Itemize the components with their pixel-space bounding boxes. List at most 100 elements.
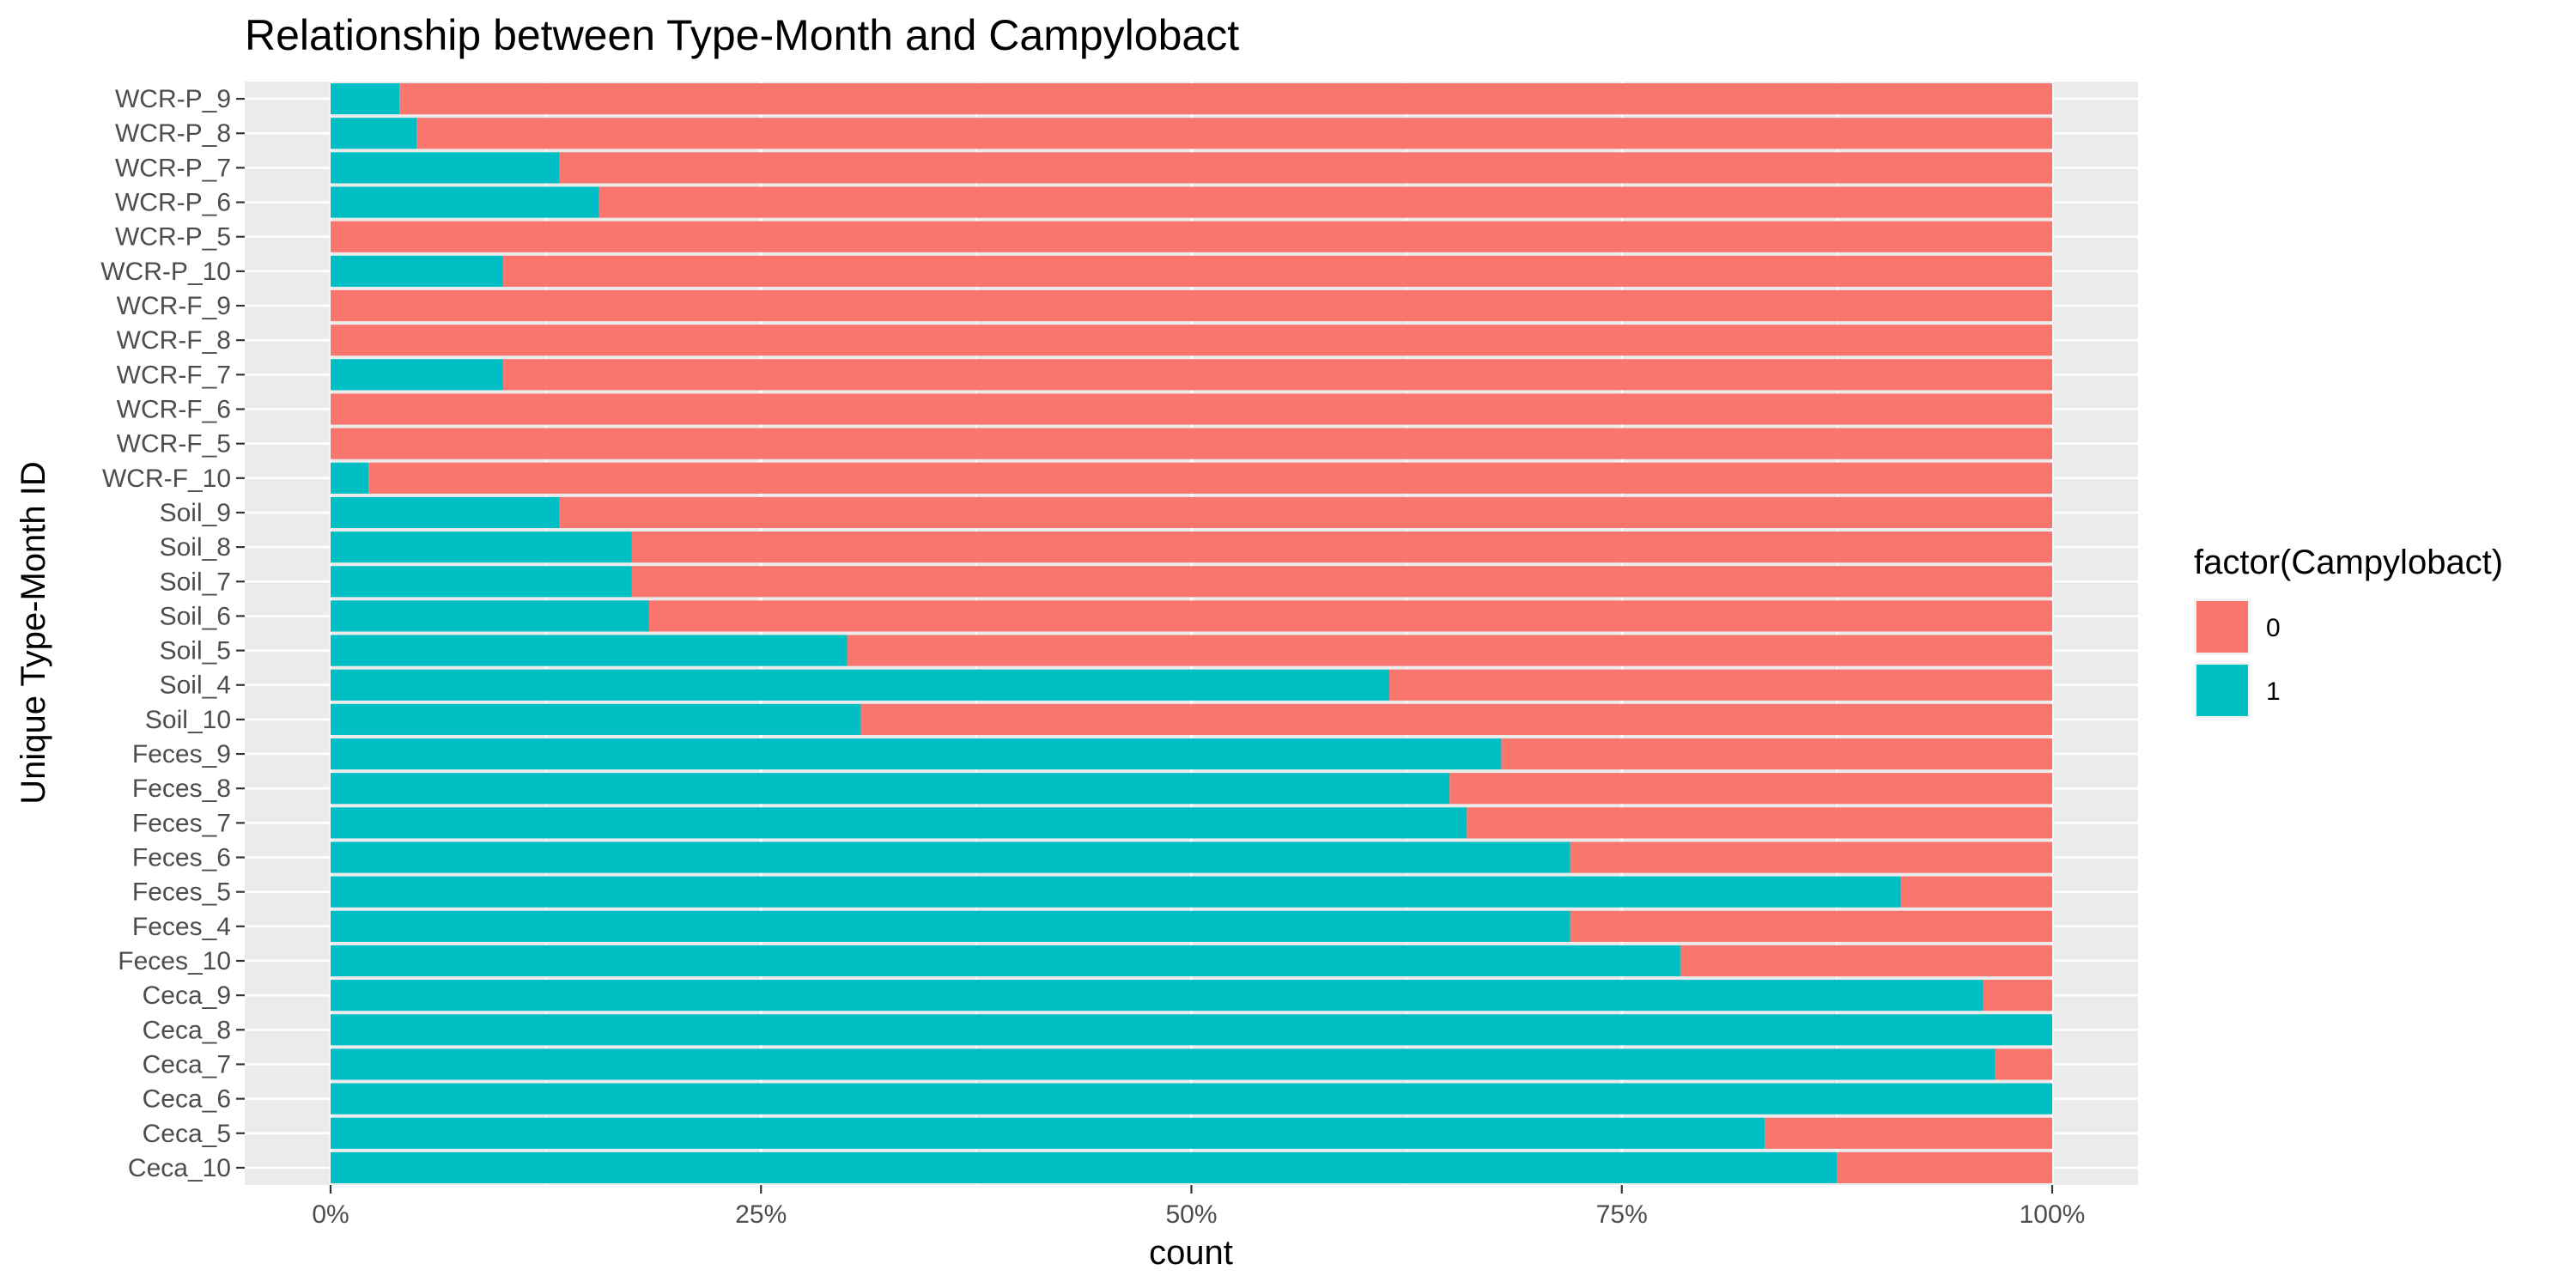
bar-segment-1 [331, 980, 1984, 1012]
y-tick-label: Feces_9 [132, 740, 231, 769]
x-axis-title: count [1149, 1234, 1233, 1272]
bar-segment-1 [331, 359, 503, 391]
y-tick-label: Feces_8 [132, 775, 231, 803]
y-tick-label: Feces_6 [132, 844, 231, 872]
y-tick-label: Ceca_9 [143, 981, 231, 1010]
bar-segment-0 [559, 152, 2052, 184]
bar-segment-1 [331, 462, 369, 494]
y-tick-label: Feces_5 [132, 878, 231, 907]
legend-label-0: 0 [2266, 614, 2281, 642]
bar-segment-0 [1995, 1048, 2052, 1080]
bar-segment-0 [631, 532, 2052, 563]
bar-segment-1 [331, 118, 417, 149]
y-tick-label: WCR-F_9 [117, 292, 231, 320]
y-tick-label: Soil_6 [160, 602, 231, 630]
bar-segment-0 [1570, 841, 2052, 873]
y-tick-label: Soil_10 [145, 706, 231, 734]
bar-segment-1 [331, 876, 1901, 908]
y-tick-label: Soil_8 [160, 533, 231, 562]
bar-segment-1 [331, 703, 861, 735]
bar-segment-1 [331, 152, 560, 184]
x-tick-label: 50% [1165, 1200, 1217, 1229]
y-tick-label: Soil_4 [160, 671, 231, 700]
y-tick-label: WCR-F_8 [117, 326, 231, 355]
bar-segment-1 [331, 910, 1571, 942]
bar-segment-0 [502, 359, 2052, 391]
y-tick-label: WCR-P_7 [115, 154, 231, 182]
bar-segment-0 [648, 600, 2052, 632]
y-tick-label: WCR-F_7 [117, 361, 231, 389]
y-tick-label: Soil_5 [160, 637, 231, 665]
y-tick-label: WCR-P_8 [115, 119, 231, 148]
bar-segment-0 [598, 186, 2052, 218]
bar-segment-0 [1449, 773, 2052, 805]
legend: factor(Campylobact) 0 1 [2194, 544, 2503, 719]
y-tick-label: Soil_9 [160, 499, 231, 527]
bar-segment-0 [1389, 669, 2052, 701]
bar-segment-0 [1680, 945, 2052, 977]
bars [331, 83, 2053, 1183]
bar-segment-0 [331, 289, 2052, 322]
legend-title: factor(Campylobact) [2194, 544, 2503, 581]
y-tick-label: WCR-P_9 [115, 85, 231, 113]
y-tick-label: Soil_7 [160, 568, 231, 596]
bar-segment-0 [331, 393, 2052, 425]
bar-segment-1 [331, 945, 1680, 977]
y-axis: Ceca_10 Ceca_5 Ceca_6 Ceca_7 Ceca_8 Ceca_9 Fec… [100, 85, 245, 1182]
y-tick-label: Ceca_7 [143, 1050, 231, 1078]
y-tick-label: WCR-P_5 [115, 223, 231, 252]
bar-segment-0 [1501, 738, 2052, 770]
x-tick-label: 0% [312, 1200, 349, 1229]
y-tick-label: WCR-F_5 [117, 430, 231, 459]
bar-segment-0 [1900, 876, 2052, 908]
bar-segment-1 [331, 841, 1571, 873]
y-tick-label: WCR-P_6 [115, 189, 231, 217]
bar-segment-0 [416, 118, 2052, 149]
bar-segment-0 [559, 496, 2052, 529]
y-tick-label: WCR-F_6 [117, 395, 231, 423]
bar-segment-0 [331, 428, 2052, 459]
x-tick-label: 75% [1596, 1200, 1648, 1229]
bar-segment-1 [331, 1117, 1765, 1149]
bar-segment-0 [399, 83, 2053, 115]
bar-segment-0 [331, 221, 2052, 252]
bar-segment-0 [631, 566, 2052, 598]
bar-segment-1 [331, 255, 503, 287]
bar-segment-1 [331, 532, 632, 563]
bar-segment-1 [331, 83, 400, 115]
bar-segment-1 [331, 807, 1467, 839]
chart-title: Relationship between Type-Month and Camp… [245, 11, 1239, 59]
bar-segment-0 [331, 325, 2052, 356]
bar-segment-0 [1765, 1117, 2052, 1149]
bar-segment-0 [1837, 1151, 2052, 1183]
bar-segment-1 [331, 1083, 2052, 1115]
bar-segment-0 [1983, 980, 2052, 1012]
legend-label-1: 1 [2266, 677, 2281, 706]
bar-segment-0 [1570, 910, 2052, 942]
bar-segment-1 [331, 773, 1450, 805]
bar-segment-1 [331, 600, 649, 632]
bar-segment-1 [331, 186, 599, 218]
bar-segment-0 [502, 255, 2052, 287]
bar-segment-1 [331, 496, 560, 529]
y-tick-label: WCR-F_10 [102, 465, 231, 493]
bar-segment-0 [1467, 807, 2052, 839]
x-axis: 0% 25% 50% 75% 100% [312, 1185, 2085, 1229]
bar-segment-0 [368, 462, 2052, 494]
y-tick-label: Ceca_10 [128, 1154, 231, 1182]
y-tick-label: Feces_4 [132, 913, 231, 941]
x-tick-label: 25% [735, 1200, 787, 1229]
y-tick-label: Ceca_6 [143, 1085, 231, 1114]
bar-segment-1 [331, 1048, 1996, 1080]
legend-key-0 [2196, 601, 2248, 653]
bar-segment-1 [331, 566, 632, 598]
bar-segment-1 [331, 635, 848, 666]
legend-key-1 [2196, 665, 2248, 716]
y-tick-label: Feces_7 [132, 809, 231, 837]
bar-segment-1 [331, 738, 1502, 770]
y-tick-label: Feces_10 [118, 947, 231, 975]
y-axis-title: Unique Type-Month ID [15, 461, 52, 804]
bar-segment-1 [331, 1151, 1838, 1183]
bar-segment-0 [847, 635, 2052, 666]
